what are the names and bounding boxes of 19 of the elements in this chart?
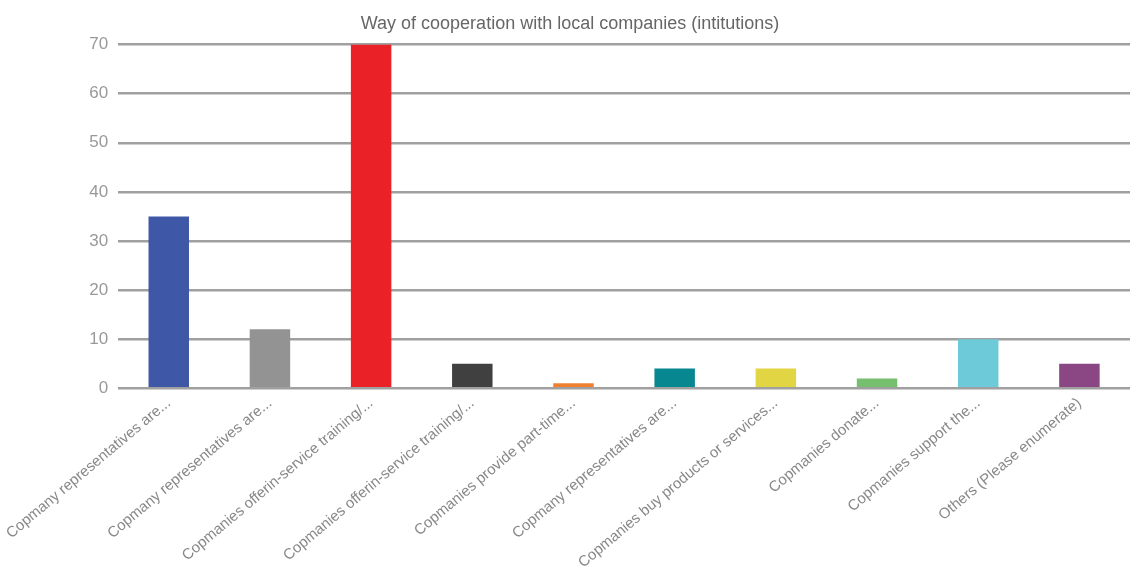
- chart-title: Way of cooperation with local companies (intitutions): [360, 12, 780, 33]
- y-tick-label: 20: [89, 279, 109, 299]
- bar: [249, 329, 291, 387]
- y-tick-label: 0: [98, 377, 109, 397]
- y-tick-label: 70: [89, 34, 109, 54]
- bar: [856, 378, 898, 387]
- bar: [148, 216, 189, 387]
- y-tick-label: 10: [89, 328, 109, 348]
- y-tick-label: 50: [89, 132, 109, 152]
- bar: [350, 44, 392, 387]
- bar: [957, 339, 999, 387]
- y-tick-label: 30: [89, 230, 109, 250]
- y-tick-label: 60: [89, 83, 109, 103]
- bar: [553, 383, 594, 387]
- bar: [755, 368, 797, 387]
- bar: [654, 368, 695, 387]
- bar: [452, 363, 493, 387]
- y-tick-label: 40: [89, 181, 109, 201]
- bar: [1059, 363, 1100, 387]
